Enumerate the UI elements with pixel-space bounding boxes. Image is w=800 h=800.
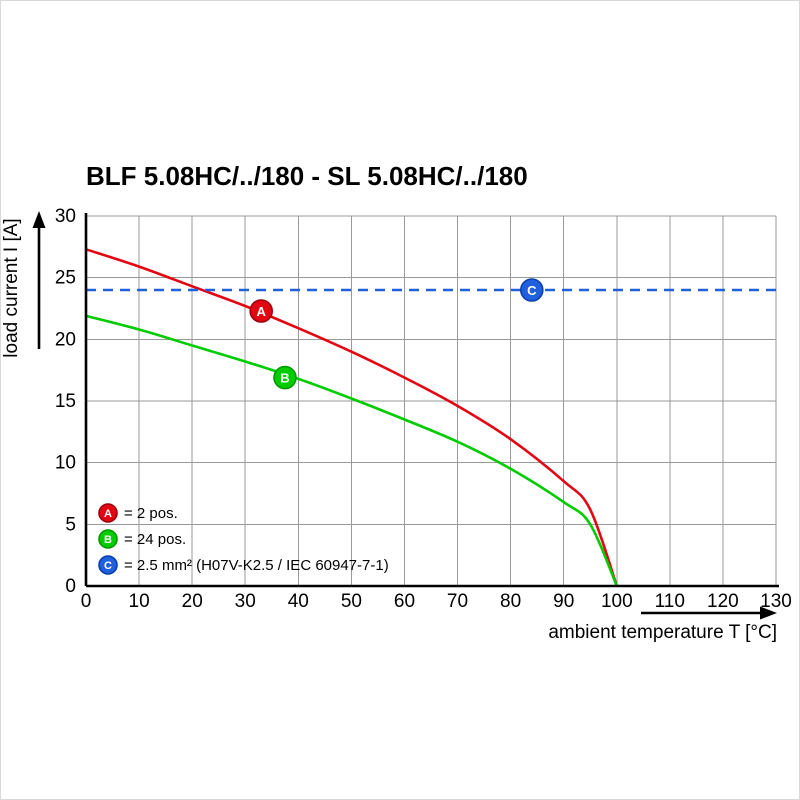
curve-a [85,248,619,587]
x-axis-label: ambient temperature T [°C] [548,622,777,643]
legend-item-b: B = 24 pos. [98,529,186,549]
curve-b [85,314,618,587]
y-tick-label: 5 [65,514,76,535]
y-tick-label: 20 [55,329,76,350]
legend-label-a: = 2 pos. [124,505,178,522]
marker-c-letter: C [527,283,537,298]
legend-label-c: = 2.5 mm² (H07V-K2.5 / IEC 60947-7-1) [124,557,389,574]
legend-letter-a: A [104,508,112,520]
chart-title: BLF 5.08HC/../180 - SL 5.08HC/../180 [86,161,528,191]
y-tick-label: 30 [55,206,76,227]
marker-a-letter: A [257,304,267,319]
legend-swatch-c [98,555,118,575]
legend-label-b: = 24 pos. [124,531,186,548]
y-tick-labels: 0 5 10 15 20 25 30 [55,206,76,597]
x-tick-label: 60 [394,591,415,612]
legend-swatch-a [98,503,118,523]
legend-swatch-b [98,529,118,549]
y-tick-label: 10 [55,453,76,474]
x-tick-label: 10 [129,591,150,612]
x-tick-label: 90 [553,591,574,612]
marker-a-circle [249,299,274,323]
grid-lines [86,215,777,586]
y-tick-label: 25 [55,268,76,289]
x-tick-label: 0 [81,591,92,612]
y-axis-arrow [32,211,46,349]
y-tick-label: 15 [55,391,76,412]
x-tick-label: 80 [500,591,521,612]
curves [85,248,776,587]
legend-letter-c: C [104,560,112,572]
y-tick-label: 0 [65,576,76,597]
y-axis-label: load current I [A] [1,218,22,357]
axes [84,213,779,588]
x-tick-label: 120 [707,591,739,612]
x-tick-label: 130 [760,591,792,612]
marker-b-circle [273,365,297,390]
legend-item-a: A = 2 pos. [98,503,178,523]
x-tick-label: 110 [655,591,685,612]
x-axis-arrow [641,606,777,620]
x-tick-label: 100 [601,591,633,612]
x-axis-arrow-head [760,606,777,620]
x-tick-label: 30 [235,591,256,612]
x-tick-label: 70 [447,591,468,612]
legend-letter-b: B [104,534,112,546]
marker-b-letter: B [280,370,289,385]
x-tick-labels: 0 10 20 30 40 50 60 70 80 90 100 110 120 130 [81,591,792,612]
curve-markers: A B C [249,278,544,390]
y-axis-arrow-head [32,211,46,228]
marker-c-circle [519,278,544,302]
legend-item-c: C = 2.5 mm² (H07V-K2.5 / IEC 60947-7-1) [98,555,389,575]
x-tick-label: 40 [288,591,309,612]
x-tick-label: 20 [182,591,203,612]
x-tick-label: 50 [341,591,362,612]
legend: A = 2 pos. B = 24 pos. C = 2.5 mm² (H07V… [98,503,389,575]
